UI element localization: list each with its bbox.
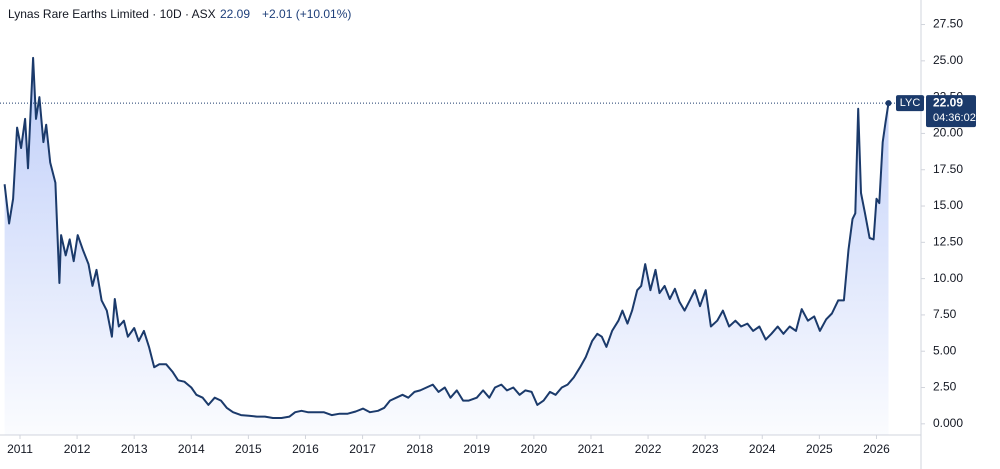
price-label: 22.09 (933, 95, 963, 109)
header-price: 22.09 (220, 7, 250, 21)
countdown-label: 04:36:02 (933, 112, 976, 124)
x-tick-label: 2023 (692, 442, 719, 456)
y-tick-label: 12.50 (933, 234, 963, 248)
y-tick-label: 25.00 (933, 53, 963, 67)
x-tick-label: 2025 (806, 442, 833, 456)
x-tick-label: 2016 (292, 442, 319, 456)
x-tick-label: 2018 (406, 442, 433, 456)
symbol-label: LYC (900, 97, 921, 109)
x-tick-label: 2019 (463, 442, 490, 456)
symbol-badge (896, 95, 924, 112)
price-badge (926, 95, 976, 128)
y-tick-label: 2.50 (933, 380, 957, 394)
x-tick-label: 2011 (7, 442, 33, 456)
header-change: +2.01 (+10.01%) (262, 7, 351, 21)
x-tick-label: 2024 (749, 442, 776, 456)
x-tick-label: 2013 (121, 442, 148, 456)
price-line (3, 56, 890, 419)
y-tick-label: 17.50 (933, 162, 963, 176)
area-fill (4, 57, 889, 436)
y-tick-label: 7.50 (933, 307, 957, 321)
x-tick-label: 2021 (578, 442, 605, 456)
x-tick-label: 2026 (863, 442, 890, 456)
y-tick-label: 10.00 (933, 271, 963, 285)
x-tick-label: 2015 (235, 442, 262, 456)
chart-title: Lynas Rare Earths Limited · 10D · ASX (8, 7, 216, 21)
x-tick-label: 2012 (64, 442, 91, 456)
header: Lynas Rare Earths Limited · 10D · ASX 22… (8, 7, 351, 21)
y-tick-label: 20.00 (933, 126, 963, 140)
x-tick-label: 2022 (635, 442, 662, 456)
y-tick-label: 0.000 (933, 416, 963, 430)
x-tick-label: 2014 (178, 442, 205, 456)
y-tick-label: 27.50 (933, 17, 963, 31)
x-tick-label: 2020 (521, 442, 548, 456)
y-tick-label: 15.00 (933, 198, 963, 212)
x-tick-label: 2017 (349, 442, 376, 456)
y-tick-label: 5.00 (933, 343, 957, 357)
